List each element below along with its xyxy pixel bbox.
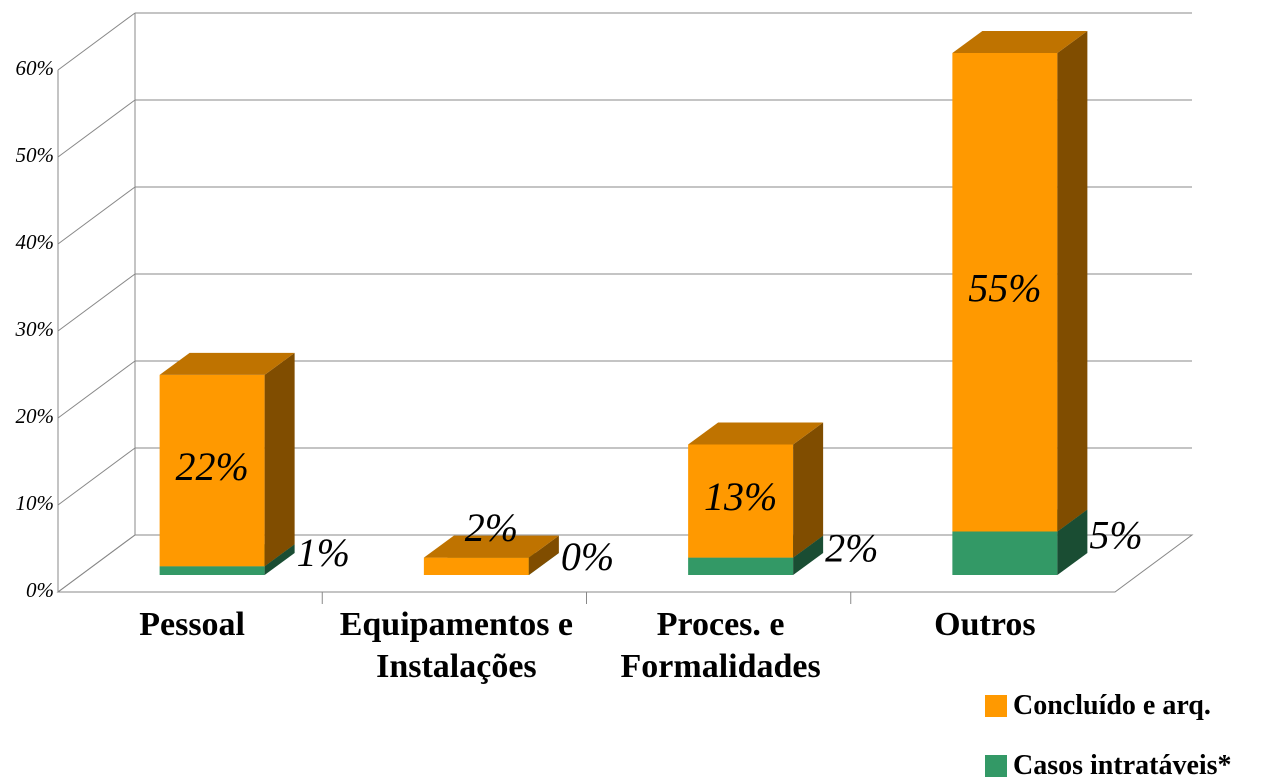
x-tick-label: Equipamentos e Instalações: [339, 606, 574, 685]
bar-top: [423, 535, 559, 558]
data-label: 22%: [175, 444, 248, 489]
grid-line: [57, 273, 136, 332]
bar-side: [1057, 31, 1088, 532]
y-tick-label: 30%: [15, 317, 55, 341]
x-tick-label: Outros: [934, 606, 1036, 643]
bar-segment: [952, 531, 1058, 575]
bar-side: [264, 544, 295, 575]
data-label: 55%: [968, 265, 1041, 310]
legend-label: Concluído e arq.: [1013, 690, 1211, 721]
data-label: 1%: [297, 530, 350, 575]
data-label: 2%: [465, 505, 518, 550]
y-tick-label: 0%: [26, 578, 54, 602]
bar-segment: [159, 374, 265, 567]
bar-segment: [952, 53, 1058, 532]
grid-line: [57, 12, 136, 71]
bar-side: [528, 535, 559, 575]
legend-swatch: [985, 755, 1007, 777]
y-tick-label: 50%: [16, 143, 55, 167]
grid-line: [57, 447, 136, 506]
bar-side: [793, 422, 824, 558]
legend-label: Casos intratáveis*: [1013, 750, 1232, 781]
bar-segment: [159, 566, 265, 575]
grid-line: [57, 99, 136, 158]
bar-top: [952, 31, 1088, 53]
y-tick-label: 40%: [16, 230, 55, 254]
data-label: 0%: [561, 534, 614, 579]
data-label: 13%: [704, 474, 777, 519]
grid-line: [57, 534, 136, 593]
data-label: 2%: [825, 525, 878, 570]
y-tick-label: 10%: [16, 491, 55, 515]
y-tick-label: 60%: [16, 56, 55, 80]
grid-line: [57, 360, 136, 419]
x-tick-label: Pessoal: [139, 606, 246, 643]
bar-side: [264, 352, 295, 567]
bar-side: [1057, 509, 1088, 575]
x-tick-label: Proces. e Formalidades: [620, 606, 821, 685]
bar-segment: [423, 557, 529, 575]
y-tick-label: 20%: [16, 404, 55, 428]
bar-segment: [688, 444, 794, 558]
legend-swatch: [985, 695, 1007, 717]
bar-segment: [688, 557, 794, 575]
grid-line: [57, 186, 136, 245]
bar-top: [159, 352, 295, 375]
legend-item: Casos intratáveis*: [985, 750, 1232, 782]
data-label: 5%: [1089, 512, 1142, 557]
legend-item: Concluído e arq.: [985, 690, 1211, 722]
bar-side: [793, 535, 824, 575]
bar-top: [688, 422, 824, 445]
